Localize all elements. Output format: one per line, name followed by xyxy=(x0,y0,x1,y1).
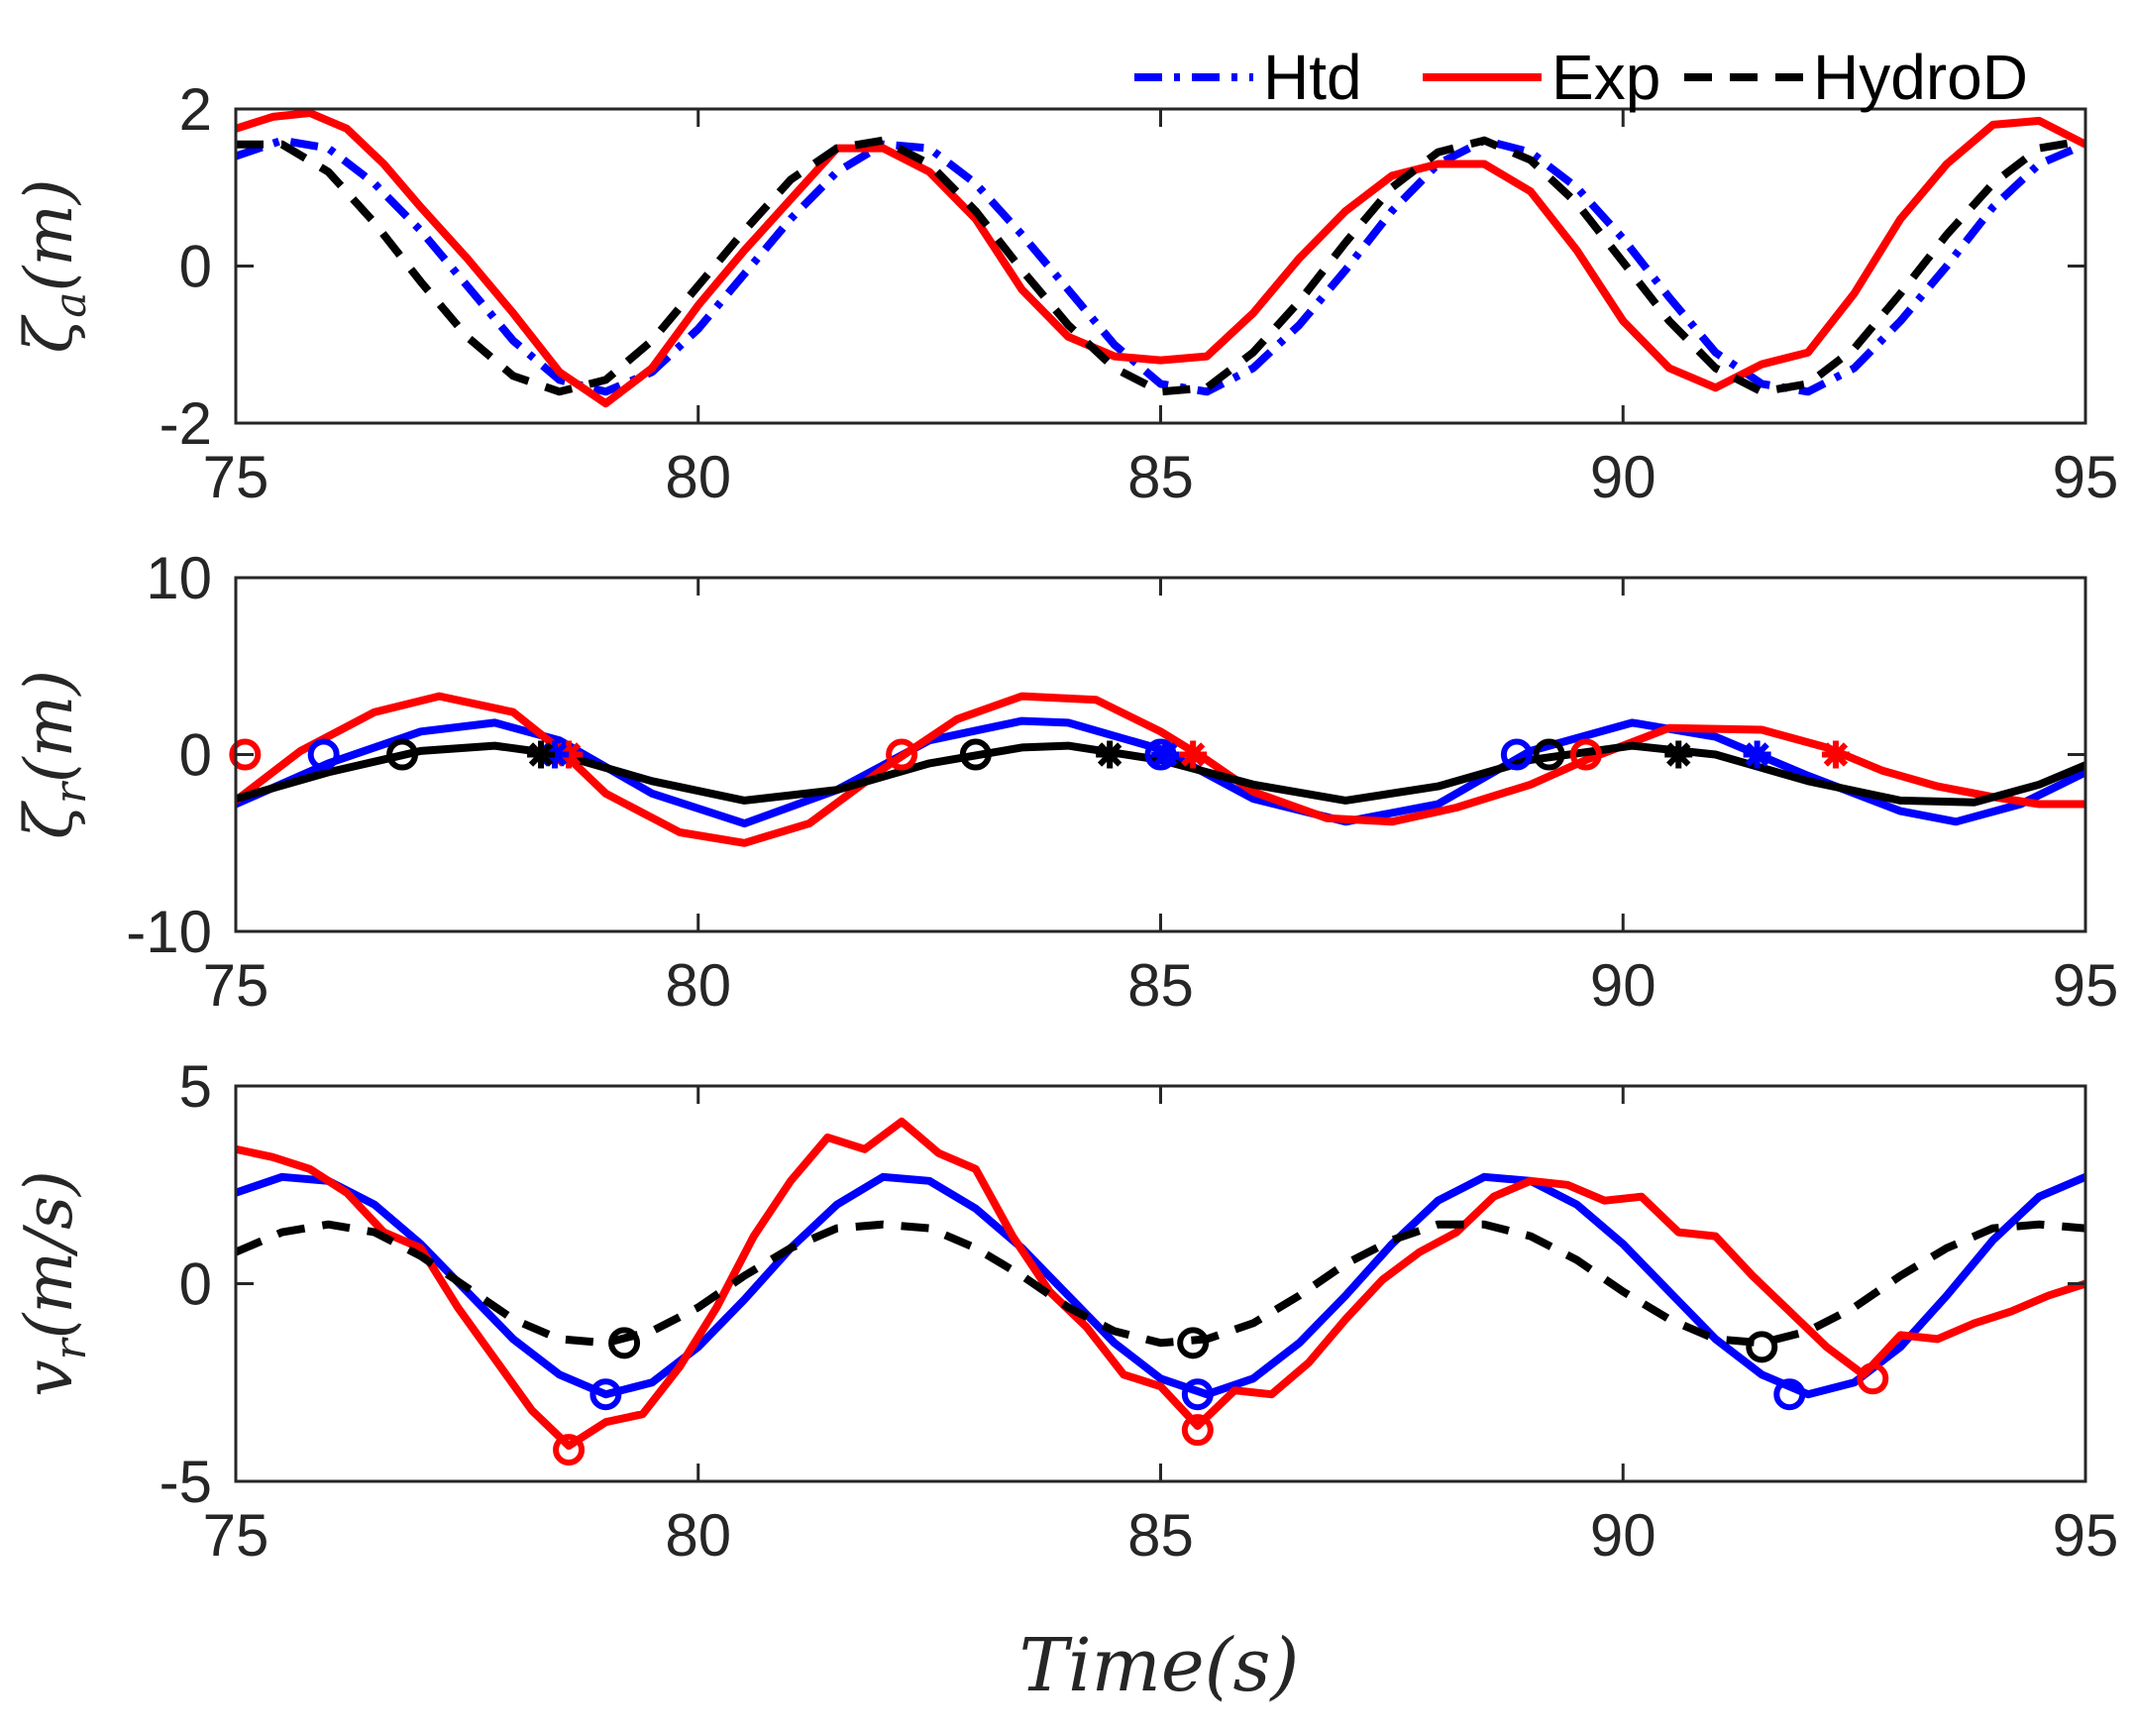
series-line-htd xyxy=(236,1172,2085,1399)
marker-circle-hydrod xyxy=(1533,738,1565,771)
legend-entry-hydrod: HydroD xyxy=(1684,42,2028,113)
series-line-hydrod xyxy=(236,136,2085,396)
panel-zeta-r: 75 80 85 90 95 -10 0 10 ζr(m) xyxy=(11,545,2118,1019)
legend-label: Htd xyxy=(1263,42,1362,113)
marker-circle-htd xyxy=(1181,1378,1214,1411)
x-tick-label: 90 xyxy=(1590,1502,1656,1569)
y-tick-label: 2 xyxy=(179,76,212,143)
legend-entry-exp: Exp xyxy=(1423,42,1660,113)
legend-label: HydroD xyxy=(1813,42,2028,113)
y-tick-label: -2 xyxy=(160,390,212,457)
x-tick-label: 95 xyxy=(2053,1502,2119,1569)
marker-circle-exp xyxy=(553,1434,586,1466)
marker-circle-exp xyxy=(1857,1362,1889,1395)
marker-circle-exp xyxy=(1569,738,1602,771)
y-tick-label: 0 xyxy=(179,1251,212,1318)
panel-zeta-a: 75 80 85 90 95 -2 0 2 ζa(m) xyxy=(11,76,2118,510)
x-tick-label: 85 xyxy=(1127,952,1194,1019)
y-axis-label: ζr(m) xyxy=(11,670,96,839)
marker-star-htd xyxy=(1151,740,1180,769)
x-tick-label: 75 xyxy=(203,1502,269,1569)
axes-frame xyxy=(234,1084,2087,1483)
panel-v-r: 75 80 85 90 95 -5 0 5 vr(m/s) xyxy=(11,1053,2118,1569)
marker-circle-hydrod xyxy=(1177,1327,1210,1359)
marker-circle-hydrod xyxy=(1746,1331,1778,1363)
y-tick-label: 10 xyxy=(146,545,212,611)
marker-circle-exp xyxy=(1181,1414,1214,1447)
series-line-htd xyxy=(236,136,2085,396)
y-tick-label: 0 xyxy=(179,234,212,300)
x-tick-label: 75 xyxy=(203,444,269,510)
x-tick-label: 95 xyxy=(2053,952,2119,1019)
series-line-hydrod xyxy=(236,1220,2085,1348)
marker-star-hydrod xyxy=(1096,740,1124,769)
series-line-exp xyxy=(236,1117,2085,1451)
marker-circle-exp xyxy=(886,738,918,771)
x-tick-label: 80 xyxy=(665,952,731,1019)
marker-circle-hydrod xyxy=(959,738,992,771)
legend: Htd Exp HydroD xyxy=(1134,42,2028,113)
x-tick-label: 75 xyxy=(203,952,269,1019)
y-tick-label: 5 xyxy=(179,1053,212,1120)
x-tick-label: 95 xyxy=(2053,444,2119,510)
x-tick-label: 90 xyxy=(1590,444,1656,510)
legend-label: Exp xyxy=(1551,42,1660,113)
series-line-htd xyxy=(236,716,2085,828)
marker-circle-hydrod xyxy=(608,1327,641,1359)
marker-circle-htd xyxy=(1500,738,1533,771)
x-tick-label: 85 xyxy=(1127,444,1194,510)
x-axis-label: Time(s) xyxy=(1019,1623,1300,1708)
marker-circle-hydrod xyxy=(386,738,419,771)
y-tick-label: 0 xyxy=(179,722,212,789)
series-line-exp xyxy=(236,109,2085,408)
legend-entry-htd: Htd xyxy=(1134,42,1362,113)
marker-circle-htd xyxy=(307,738,340,771)
y-axis-label: ζa(m) xyxy=(11,178,96,353)
x-tick-label: 80 xyxy=(665,444,731,510)
marker-star-exp xyxy=(1821,740,1850,769)
x-tick-label: 85 xyxy=(1127,1502,1194,1569)
x-tick-label: 80 xyxy=(665,1502,731,1569)
y-tick-label: -5 xyxy=(160,1449,212,1515)
marker-circle-exp xyxy=(229,738,262,771)
marker-circle-htd xyxy=(589,1378,622,1411)
marker-star-hydrod xyxy=(527,740,556,769)
marker-circle-htd xyxy=(1773,1378,1806,1411)
x-tick-label: 90 xyxy=(1590,952,1656,1019)
y-tick-label: -10 xyxy=(126,899,212,965)
marker-star-htd xyxy=(1743,740,1771,769)
marker-star-hydrod xyxy=(1664,740,1693,769)
marker-star-exp xyxy=(1179,740,1208,769)
y-axis-label: vr(m/s) xyxy=(11,1170,96,1397)
